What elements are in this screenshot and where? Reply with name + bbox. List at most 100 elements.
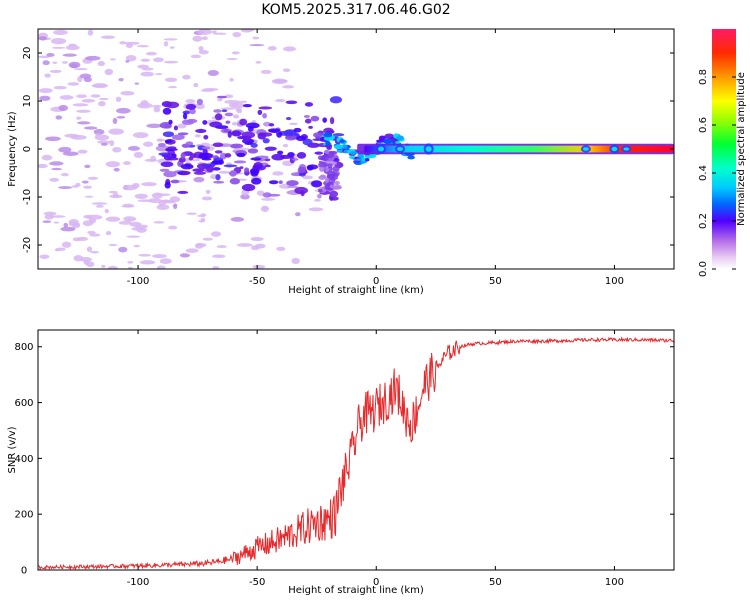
spectrogram-blob [230,217,245,222]
spectrogram-blob [50,215,66,218]
spectrogram-blob [262,138,270,144]
spectrogram-xlabel: Height of straight line (km) [288,285,424,296]
spectrogram-blob [285,100,298,105]
spectrogram-blob [139,260,156,265]
spectrogram-blob [49,177,59,182]
snr-ytick-label: 800 [14,342,33,353]
spectrogram-blob [133,151,144,158]
spectrogram-blob [193,176,205,183]
snr-xtick-label: 0 [373,577,379,588]
spectrogram-blob [329,117,335,125]
spectrogram-blob [296,152,307,159]
spectrogram-blob [145,51,157,56]
spectrogram-blob [329,190,339,198]
spectrogram-blob [201,36,208,41]
spectrogram-blob [160,161,174,168]
spectrogram-blob [177,190,189,194]
spectrogram-blob [124,41,140,45]
spectrogram-blob [262,112,267,119]
spectrogram-blob [104,208,109,214]
spectrogram-blob [194,134,201,138]
spectrogram-xtick-label: 50 [489,276,502,287]
spectrogram-blob [223,164,238,168]
spectrogram-blob [282,143,289,148]
spectrogram-blob [224,112,234,117]
spectrogram-blob [113,167,120,172]
spectrogram-blob [383,138,393,144]
spectrogram-blob [93,129,105,135]
spectrogram-blob [200,89,215,92]
spectrogram-blob [245,122,260,129]
spectrogram-blob [250,236,264,242]
spectrogram-blob [213,109,222,113]
spectrogram-blob [198,220,204,223]
spectrogram-blob [116,116,126,119]
spectrogram-blob [197,145,207,151]
spectrogram-blob [271,78,288,85]
spectrogram-blob [202,237,213,241]
spectrogram-blob [95,133,100,136]
spectrogram-blob [121,205,135,208]
spectrogram-blob [97,61,105,67]
spectrogram-blob [278,180,283,184]
spectrogram-blob [229,78,234,82]
spectrogram-blob [308,207,324,212]
colorbar: 0.0 0.2 0.4 0.6 0.8 Normalized spectral ampl… [698,29,747,277]
spectrogram-blob [239,166,244,170]
colorbar-tick-label: 0.0 [698,261,709,277]
snr-xtick-label: 100 [605,577,624,588]
spectrogram-blob [180,152,186,159]
spectrogram-blob [425,146,432,152]
spectrogram-blob [185,248,199,253]
spectrogram-blob [280,154,293,159]
spectrogram-ylabel: Frequency (Hz) [7,111,18,187]
spectrogram-blob [177,132,189,136]
spectrogram-blob [319,166,325,172]
spectrogram-blob [169,196,181,203]
spectrogram-blob [326,173,336,179]
spectrogram-blob [229,178,241,185]
spectrogram-blob [151,192,163,199]
spectrogram-blob [100,142,108,146]
spectrogram-blob [159,258,172,264]
spectrogram-blob [104,68,114,76]
spectrogram-blob [333,144,344,150]
spectrogram-blob [97,140,112,144]
spectrogram-blob [128,146,140,151]
spectrogram-blob [210,231,222,237]
spectrogram-blob [167,157,179,161]
snr-xlabel: Height of straight line (km) [288,585,424,596]
spectrogram-blob [250,157,262,161]
spectrogram-blob [68,61,81,69]
spectrogram-blob [296,136,306,142]
spectrogram-blob [327,163,333,169]
spectrogram-blob [171,153,177,158]
spectrogram-blob [38,88,53,94]
spectrogram-blob [95,204,104,208]
spectrogram-blob [85,55,101,61]
spectrogram-blob [218,170,231,174]
spectrogram-blob [110,58,116,61]
spectrogram-blob [153,221,165,224]
spectrogram-blob [310,115,320,122]
spectrogram-xtick-label: -100 [127,276,150,287]
spectrogram-blob [231,102,245,109]
spectrogram-blob [291,257,300,265]
spectrogram-blob [216,245,228,248]
spectrogram-blob [214,113,223,121]
spectrogram-blob [91,202,108,205]
spectrogram-blob [241,183,256,192]
spectrogram-blob [231,130,242,137]
spectrogram-blob [112,192,119,198]
spectrogram-blob [323,127,334,134]
spectrogram-blob [108,128,124,135]
spectrogram-blob [397,147,404,151]
spectrogram-blob [112,146,122,153]
spectrogram-blob [227,130,232,138]
spectrogram-blob [127,260,134,264]
spectrogram-blob [407,155,415,160]
spectrogram-blob [264,146,277,151]
spectrogram-blob [155,73,163,76]
spectrogram-blob [268,123,275,127]
